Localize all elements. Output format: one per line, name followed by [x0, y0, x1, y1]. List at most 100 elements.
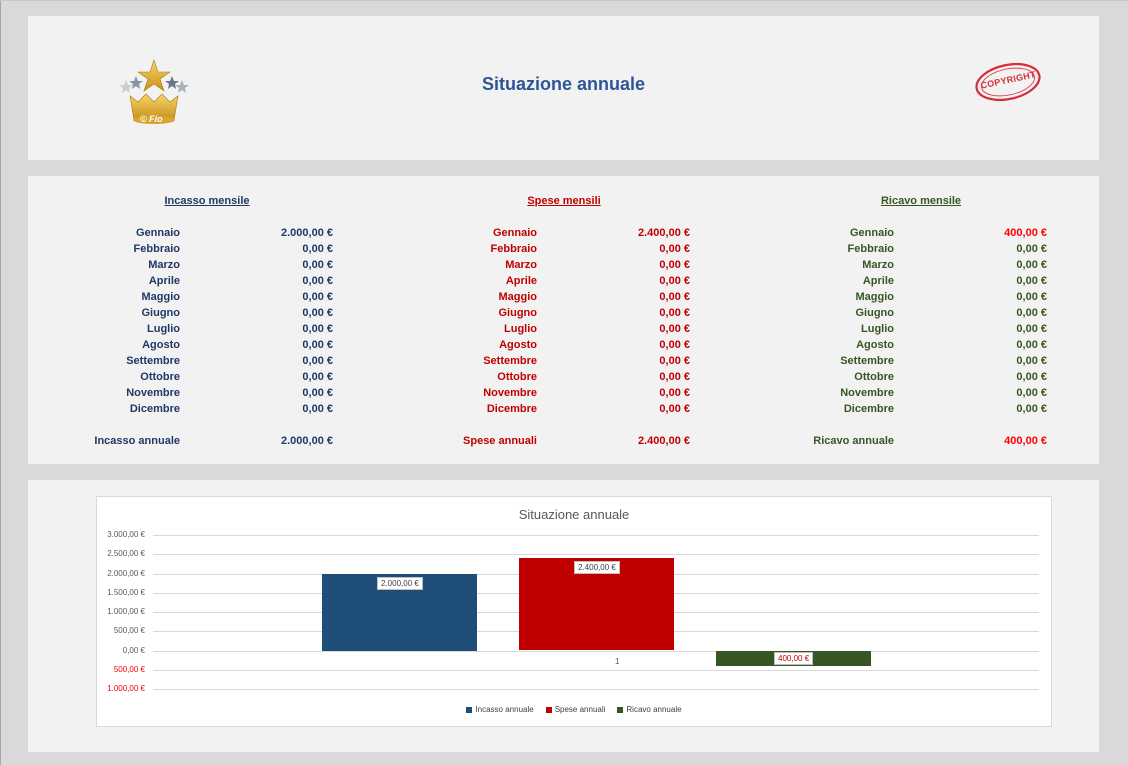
- profit-month-label: Dicembre: [843, 403, 894, 415]
- chart-panel: Situazione annuale Incasso annuale Spese …: [28, 480, 1099, 752]
- profit-month-value: 0,00 €: [1016, 243, 1047, 255]
- profit-month-label: Settembre: [840, 355, 894, 367]
- profit-month-value: 0,00 €: [1016, 307, 1047, 319]
- income-month-label: Marzo: [148, 259, 180, 271]
- gridline: [153, 670, 1039, 671]
- gridline: [153, 651, 1039, 652]
- income-month-label: Dicembre: [129, 403, 180, 415]
- header-panel: © Fio Situazione annuale COPYRIGHT: [28, 16, 1099, 160]
- profit-month-value: 400,00 €: [1004, 227, 1047, 239]
- profit-total-label: Ricavo annuale: [813, 435, 894, 447]
- income-month-label: Maggio: [141, 291, 181, 303]
- income-total-value: 2.000,00 €: [281, 435, 333, 447]
- income-month-value: 0,00 €: [302, 291, 333, 303]
- legend-item[interactable]: Incasso annuale: [466, 705, 534, 714]
- legend-label: Incasso annuale: [475, 705, 534, 714]
- income-month-label: Febbraio: [133, 243, 180, 255]
- profit-month-label: Marzo: [862, 259, 894, 271]
- profit-month-value: 0,00 €: [1016, 339, 1047, 351]
- profit-month-label: Luglio: [861, 323, 894, 335]
- monthly-table-panel: Incasso mensile Spese mensili Ricavo men…: [28, 176, 1099, 464]
- income-month-label: Agosto: [142, 339, 180, 351]
- gridline: [153, 535, 1039, 536]
- logo-text: © Fio: [140, 114, 163, 124]
- income-month-label: Novembre: [126, 387, 180, 399]
- legend-item[interactable]: Ricavo annuale: [617, 705, 682, 714]
- y-tick-label: 2.000,00 €: [107, 569, 145, 578]
- income-month-value: 0,00 €: [302, 387, 333, 399]
- data-label: 400,00 €: [774, 652, 814, 665]
- profit-month-value: 0,00 €: [1016, 403, 1047, 415]
- profit-month-label: Novembre: [840, 387, 894, 399]
- income-month-value: 0,00 €: [302, 275, 333, 287]
- chart-legend: Incasso annuale Spese annuali Ricavo annua…: [97, 705, 1051, 714]
- legend-swatch: [466, 706, 473, 713]
- expenses-month-value: 0,00 €: [659, 323, 690, 335]
- legend-item[interactable]: Spese annuali: [545, 705, 606, 714]
- gridline: [153, 689, 1039, 690]
- y-tick-label: 1.000,00 €: [107, 607, 145, 616]
- expenses-month-label: Agosto: [499, 339, 537, 351]
- expenses-month-label: Aprile: [505, 275, 537, 287]
- chart-title: Situazione annuale: [518, 507, 630, 522]
- income-month-value: 0,00 €: [302, 355, 333, 367]
- profit-month-label: Aprile: [862, 275, 894, 287]
- income-month-value: 0,00 €: [302, 403, 333, 415]
- expenses-month-label: Dicembre: [486, 403, 537, 415]
- y-tick-label: 0,00 €: [122, 646, 145, 655]
- expenses-month-value: 0,00 €: [659, 339, 690, 351]
- crown-logo-icon: © Fio: [118, 56, 190, 128]
- expenses-month-value: 0,00 €: [659, 371, 690, 383]
- expenses-month-value: 0,00 €: [659, 403, 690, 415]
- annual-chart[interactable]: Situazione annuale Incasso annuale Spese …: [96, 496, 1052, 727]
- income-month-value: 0,00 €: [302, 307, 333, 319]
- y-tick-label: 500,00 €: [113, 665, 145, 674]
- profit-heading: Ricavo mensile: [880, 195, 962, 207]
- income-total-label: Incasso annuale: [94, 435, 180, 447]
- income-month-value: 0,00 €: [302, 243, 333, 255]
- x-tick-label: 1: [615, 657, 620, 666]
- income-month-label: Settembre: [126, 355, 180, 367]
- legend-label: Ricavo annuale: [626, 705, 682, 714]
- income-month-value: 0,00 €: [302, 259, 333, 271]
- income-month-value: 2.000,00 €: [281, 227, 333, 239]
- profit-month-label: Giugno: [855, 307, 895, 319]
- expenses-total-label: Spese annuali: [463, 435, 537, 447]
- income-heading: Incasso mensile: [164, 195, 250, 207]
- expenses-month-label: Giugno: [498, 307, 538, 319]
- expenses-month-label: Maggio: [498, 291, 538, 303]
- profit-month-label: Ottobre: [854, 371, 894, 383]
- expenses-month-value: 0,00 €: [659, 243, 690, 255]
- profit-month-value: 0,00 €: [1016, 355, 1047, 367]
- legend-swatch: [617, 706, 624, 713]
- profit-month-value: 0,00 €: [1016, 323, 1047, 335]
- profit-month-value: 0,00 €: [1016, 275, 1047, 287]
- profit-month-value: 0,00 €: [1016, 259, 1047, 271]
- legend-label: Spese annuali: [554, 705, 606, 714]
- y-tick-label: 3.000,00 €: [107, 530, 145, 539]
- income-month-label: Gennaio: [135, 227, 180, 239]
- expenses-month-label: Gennaio: [492, 227, 537, 239]
- expenses-month-value: 2.400,00 €: [638, 227, 690, 239]
- data-label: 2.400,00 €: [574, 561, 620, 574]
- income-month-label: Ottobre: [140, 371, 180, 383]
- income-month-label: Giugno: [141, 307, 181, 319]
- copyright-stamp-icon: COPYRIGHT: [972, 60, 1044, 104]
- gridline: [153, 554, 1039, 555]
- profit-month-label: Gennaio: [849, 227, 894, 239]
- expenses-month-value: 0,00 €: [659, 291, 690, 303]
- profit-month-value: 0,00 €: [1016, 291, 1047, 303]
- y-tick-label: 1.500,00 €: [107, 588, 145, 597]
- y-tick-label: 2.500,00 €: [107, 549, 145, 558]
- y-tick-label: 500,00 €: [113, 626, 145, 635]
- expenses-month-label: Novembre: [483, 387, 537, 399]
- expenses-month-label: Marzo: [505, 259, 537, 271]
- sheet-edge-top: [0, 0, 1128, 1]
- profit-month-label: Agosto: [856, 339, 894, 351]
- expenses-total-value: 2.400,00 €: [638, 435, 690, 447]
- expenses-month-value: 0,00 €: [659, 387, 690, 399]
- data-label: 2.000,00 €: [377, 577, 423, 590]
- expenses-heading: Spese mensili: [527, 195, 601, 207]
- income-month-label: Luglio: [147, 323, 180, 335]
- profit-month-value: 0,00 €: [1016, 371, 1047, 383]
